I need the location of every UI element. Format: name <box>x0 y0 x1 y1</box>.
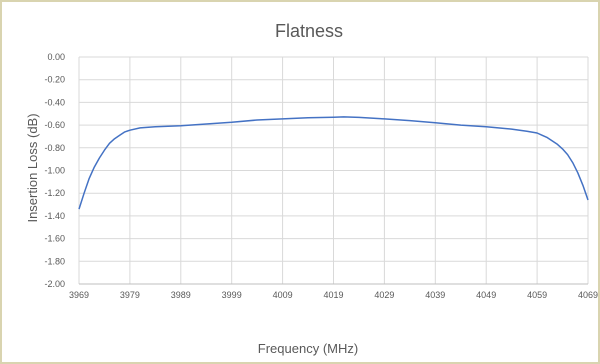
x-tick-label: 4059 <box>527 290 547 300</box>
x-tick-label: 4069 <box>578 290 598 300</box>
y-tick-label: -2.00 <box>44 279 65 289</box>
gridlines <box>78 56 589 285</box>
y-tick-label: -1.00 <box>44 166 65 176</box>
x-tick-label: 4049 <box>476 290 496 300</box>
y-tick-label: -1.80 <box>44 256 65 266</box>
y-tick-label: -1.40 <box>44 211 65 221</box>
x-tick-label: 3999 <box>222 290 242 300</box>
x-axis-tick-labels: 3969 3979 3989 3999 4009 4019 4029 4039 4049 4059… <box>69 290 598 300</box>
y-tick-label: -0.40 <box>44 97 65 107</box>
x-tick-label: 4039 <box>425 290 445 300</box>
y-tick-label: 0.00 <box>47 52 65 62</box>
x-tick-label: 3979 <box>120 290 140 300</box>
series-layer <box>78 116 589 210</box>
y-tick-label: -0.60 <box>44 120 65 130</box>
chart-title: Flatness <box>275 21 343 41</box>
y-tick-label: -0.80 <box>44 143 65 153</box>
y-axis-title: Insertion Loss (dB) <box>25 113 40 222</box>
y-tick-label: -1.60 <box>44 234 65 244</box>
series-line-0 <box>78 116 589 210</box>
x-tick-label: 3989 <box>171 290 191 300</box>
y-tick-label: -1.20 <box>44 188 65 198</box>
y-axis-tick-labels: 0.00 -0.20 -0.40 -0.60 -0.80 -1.00 -1.20 -1.40 -… <box>44 52 65 289</box>
x-tick-label: 4019 <box>323 290 343 300</box>
x-tick-label: 4029 <box>374 290 394 300</box>
x-tick-label: 3969 <box>69 290 89 300</box>
x-axis-title: Frequency (MHz) <box>258 341 358 356</box>
x-tick-label: 4009 <box>273 290 293 300</box>
y-tick-label: -0.20 <box>44 75 65 85</box>
